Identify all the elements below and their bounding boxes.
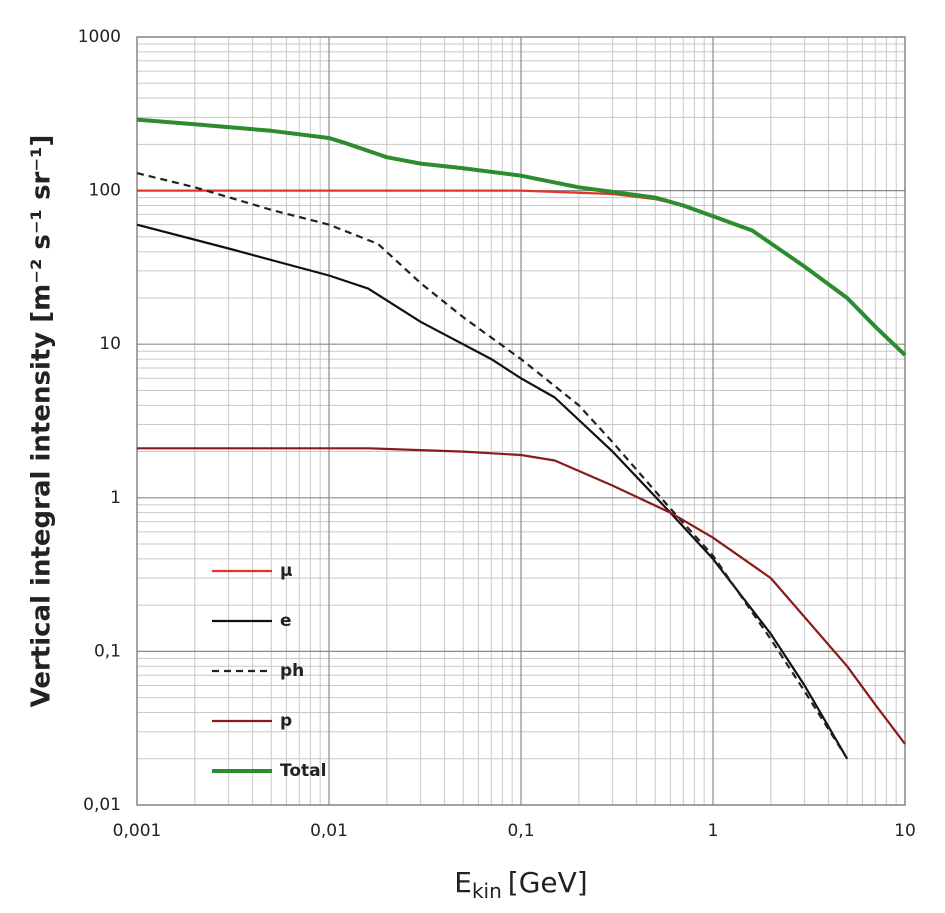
y-tick-label: 1 bbox=[110, 488, 121, 508]
x-axis-label-unit: [GeV] bbox=[508, 866, 588, 899]
x-axis-label: Ekin [GeV] bbox=[454, 866, 587, 903]
y-tick-label: 0,1 bbox=[94, 641, 121, 661]
y-axis-label: Vertical integral intensity [m⁻² s⁻¹ sr⁻… bbox=[27, 135, 57, 708]
x-tick-label: 0,1 bbox=[507, 821, 534, 841]
grid bbox=[136, 36, 906, 806]
x-tick-label: 0,001 bbox=[113, 821, 162, 841]
legend-label: ph bbox=[280, 661, 304, 681]
y-tick-label: 1000 bbox=[78, 27, 121, 47]
x-tick-label: 10 bbox=[894, 821, 916, 841]
x-axis-label-main: E bbox=[454, 866, 472, 899]
legend-label: e bbox=[280, 611, 292, 631]
legend-label: μ bbox=[280, 561, 293, 581]
x-tick-label: 1 bbox=[708, 821, 719, 841]
plot-frame bbox=[136, 36, 906, 806]
series-line bbox=[137, 447, 906, 745]
legend: μ e ph p Total bbox=[212, 561, 326, 781]
series-line bbox=[136, 117, 907, 357]
x-tick-label: 0,01 bbox=[310, 821, 348, 841]
y-tick-label: 0,01 bbox=[83, 795, 121, 815]
legend-label: p bbox=[280, 711, 292, 731]
y-tick-label: 10 bbox=[99, 334, 121, 354]
series-line bbox=[136, 223, 849, 760]
series-line bbox=[136, 172, 849, 760]
x-axis-label-sub: kin bbox=[472, 879, 502, 903]
y-tick-label: 100 bbox=[89, 181, 121, 201]
legend-label: Total bbox=[280, 761, 326, 781]
